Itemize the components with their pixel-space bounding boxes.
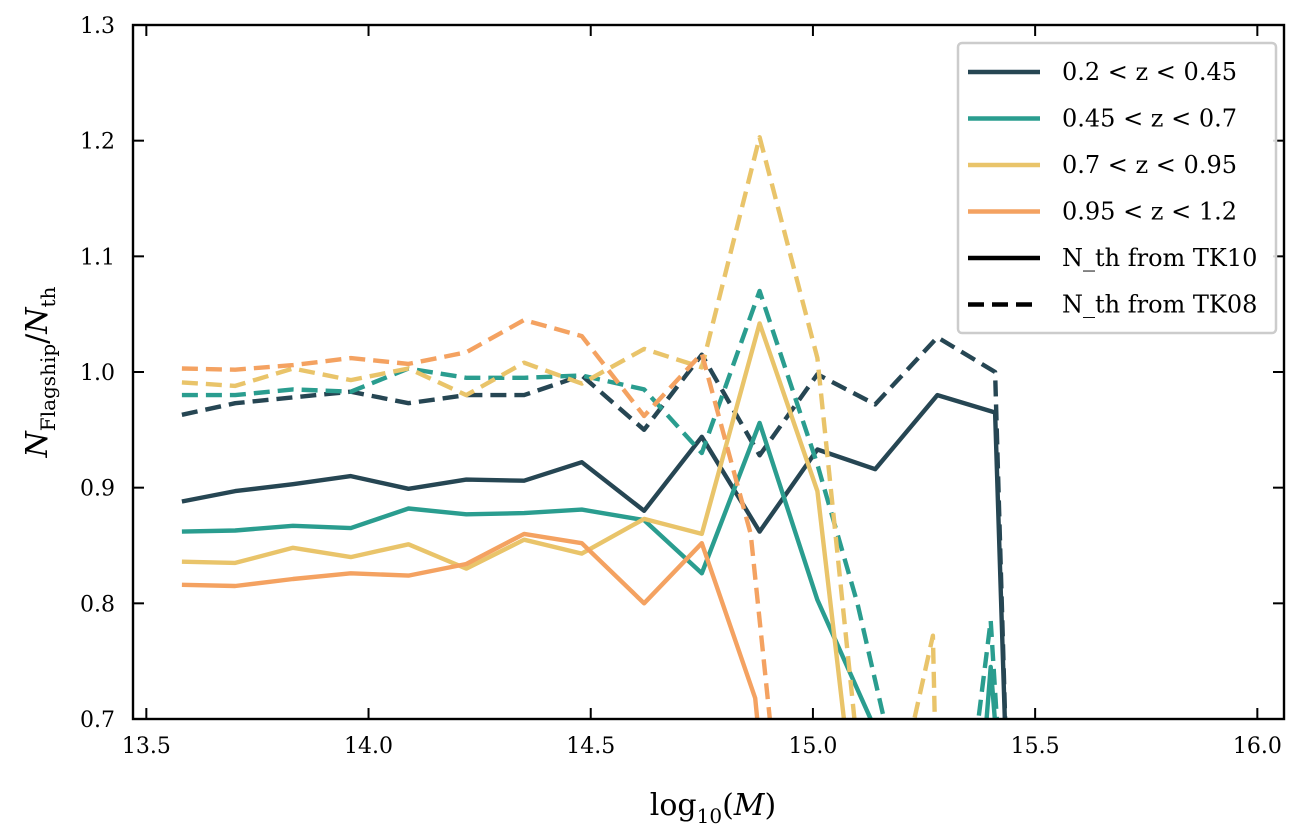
series-layer [181,135,1008,719]
series-line-8 [181,317,773,719]
y-tick-label: 1.0 [80,361,115,386]
svg-text:log10(M): log10(M) [650,788,776,828]
series-line-5 [181,321,847,719]
x-tick-label: 15.5 [1011,734,1060,759]
legend-label-2: 0.45 < z < 0.7 [1062,105,1237,133]
legend: 0.2 < z < 0.45 0.45 < z < 0.7 0.7 < z < 0.… [956,41,1278,335]
y-tick-label: 1.1 [80,245,115,270]
x-tick-label: 14.5 [566,734,615,759]
series-line-4 [181,288,1000,719]
svg-text:NFlagship/Nth: NFlagship/Nth [20,286,60,458]
y-tick-label: 1.3 [80,14,115,39]
x-tick-label: 15.0 [788,734,837,759]
y-tick-label: 0.7 [80,708,115,733]
legend-box [956,41,1278,335]
y-axis-title: NFlagship/Nth [20,286,60,458]
x-tick-label: 14.0 [344,734,393,759]
series-line-7 [181,531,760,719]
legend-label-5: N_th from TK10 [1062,244,1257,272]
legend-label-4: 0.95 < z < 1.2 [1062,198,1237,226]
series-line-1 [181,392,1008,719]
legend-label-6: N_th from TK08 [1062,291,1257,319]
series-line-3 [181,420,998,719]
y-tick-label: 0.9 [80,477,115,502]
series-line-2 [181,335,1008,719]
legend-label-1: 0.2 < z < 0.45 [1062,58,1237,86]
legend-label-3: 0.7 < z < 0.95 [1062,151,1237,179]
y-tick-label: 1.2 [80,130,115,155]
ticks-layer: 13.5 14.0 14.5 15.0 15.5 16.0 0.7 0.8 0.9 1.0 1.1 1… [80,14,1284,759]
x-tick-label: 13.5 [122,734,171,759]
x-tick-label: 16.0 [1233,734,1282,759]
x-axis-title: log10(M) [650,788,776,828]
series-line-6 [181,135,937,719]
y-tick-label: 0.8 [80,592,115,617]
